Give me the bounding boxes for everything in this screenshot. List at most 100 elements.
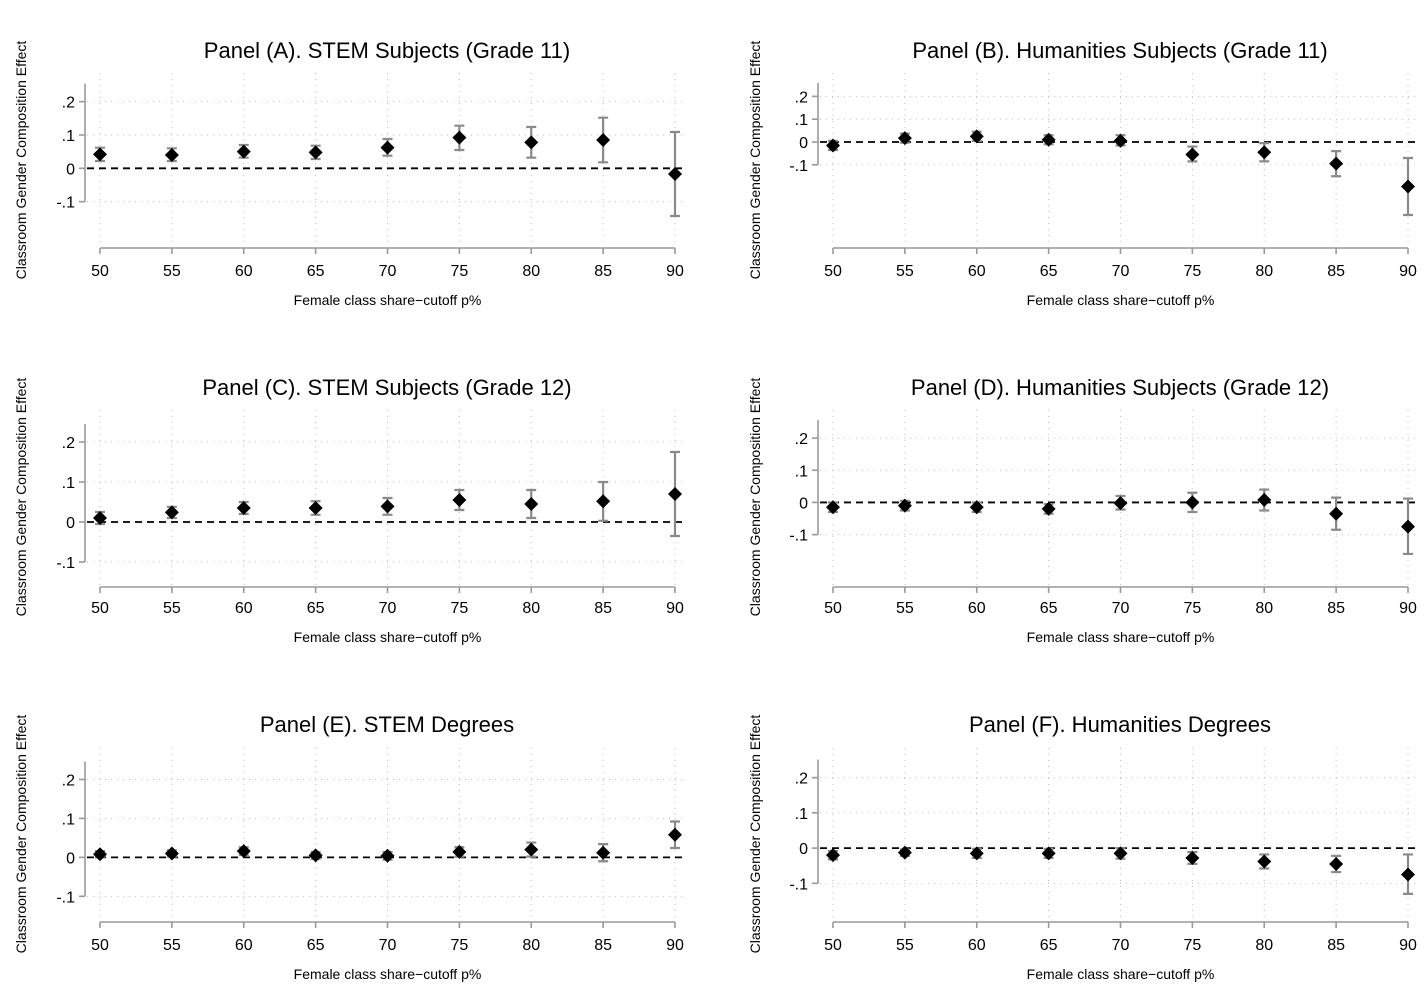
x-tick-label: 60 [968, 937, 986, 954]
y-tick-label: -.1 [789, 158, 808, 175]
y-tick-label: .1 [62, 811, 75, 828]
point-estimate [1113, 846, 1128, 861]
y-tick-label: 0 [799, 495, 808, 512]
y-tick-label: .2 [62, 435, 75, 452]
x-tick-label: 85 [1327, 600, 1345, 617]
point-estimate [236, 844, 251, 859]
x-tick-label: 50 [91, 263, 109, 280]
panel-c: -.1 0 .1 .2 50 55 60 65 70 75 80 85 90 Panel (C). STE… [13, 375, 685, 645]
x-tick-label: 90 [666, 937, 684, 954]
point-estimate [1257, 854, 1272, 869]
point-estimate [1401, 179, 1415, 194]
y-tick-label: .2 [62, 772, 75, 789]
x-tick-label: 55 [896, 263, 914, 280]
point-estimate [452, 844, 467, 859]
panel-title: Panel (F). Humanities Degrees [969, 712, 1271, 737]
point-estimate [308, 848, 323, 863]
panel-b: -.1 0 .1 .2 50 55 60 65 70 75 80 85 90 Panel (B). Hum… [747, 38, 1418, 308]
panel-title: Panel (E). STEM Degrees [260, 712, 514, 737]
x-tick-label: 50 [91, 937, 109, 954]
x-tick-label: 50 [91, 600, 109, 617]
point-estimate [596, 133, 611, 147]
y-tick-label: -.1 [789, 528, 808, 545]
x-tick-label: 60 [968, 600, 986, 617]
point-estimate [596, 494, 611, 509]
y-tick-label: .2 [795, 89, 808, 106]
x-tick-label: 70 [1112, 937, 1130, 954]
point-estimate [668, 827, 682, 842]
panel-title: Panel (A). STEM Subjects (Grade 11) [204, 38, 570, 63]
x-axis-label: Female class share−cutoff p% [294, 966, 482, 982]
y-tick-label: .1 [795, 112, 808, 129]
y-tick-label: .2 [62, 95, 75, 112]
x-tick-label: 80 [522, 937, 540, 954]
x-tick-label: 90 [1399, 937, 1417, 954]
x-tick-label: 90 [1399, 263, 1417, 280]
point-estimate [897, 845, 912, 860]
x-tick-label: 65 [307, 937, 325, 954]
point-estimate [596, 845, 611, 860]
x-tick-label: 75 [1183, 600, 1201, 617]
y-tick-label: -.1 [56, 555, 75, 572]
point-estimate [308, 501, 323, 515]
point-estimate [1257, 492, 1272, 507]
point-estimate [826, 500, 840, 515]
panel-a: -.1 0 .1 .2 50 55 60 65 70 75 80 85 90 Panel (A). STE… [13, 38, 685, 308]
y-axis-label: Classroom Gender Composition Effect [13, 378, 29, 617]
y-axis-label: Classroom Gender Composition Effect [747, 715, 763, 954]
y-tick-label: .1 [795, 463, 808, 480]
x-tick-label: 55 [896, 937, 914, 954]
x-tick-label: 85 [594, 937, 612, 954]
point-estimate [164, 505, 179, 520]
y-tick-label: .1 [795, 806, 808, 823]
x-tick-label: 55 [163, 263, 181, 280]
x-tick-label: 55 [163, 937, 181, 954]
x-tick-label: 50 [824, 937, 842, 954]
point-estimate [1401, 867, 1415, 882]
x-tick-label: 70 [379, 600, 397, 617]
x-tick-label: 75 [1183, 937, 1201, 954]
y-axis-label: Classroom Gender Composition Effect [13, 41, 29, 280]
point-estimate [1041, 132, 1056, 147]
x-axis-label: Female class share−cutoff p% [1027, 292, 1215, 308]
x-tick-label: 75 [450, 937, 468, 954]
y-tick-label: .1 [62, 128, 75, 145]
point-estimate [1329, 156, 1344, 171]
y-tick-label: 0 [799, 841, 808, 858]
point-estimate [1113, 133, 1128, 148]
y-tick-label: -.1 [789, 876, 808, 893]
point-estimate [524, 135, 539, 150]
x-tick-label: 65 [1040, 263, 1058, 280]
point-estimate [236, 144, 251, 159]
y-tick-label: -.1 [56, 195, 75, 212]
x-axis-label: Female class share−cutoff p% [294, 292, 482, 308]
point-estimate [1041, 501, 1056, 516]
point-estimate [668, 167, 682, 181]
point-estimate [1185, 850, 1200, 865]
x-tick-label: 55 [163, 600, 181, 617]
panel-title: Panel (D). Humanities Subjects (Grade 12… [911, 375, 1329, 400]
y-tick-label: .1 [62, 475, 75, 492]
y-tick-label: 0 [66, 161, 75, 178]
y-tick-label: .2 [795, 771, 808, 788]
x-tick-label: 80 [522, 263, 540, 280]
panel-title: Panel (B). Humanities Subjects (Grade 11… [912, 38, 1327, 63]
x-axis-label: Female class share−cutoff p% [294, 629, 482, 645]
x-tick-label: 55 [896, 600, 914, 617]
x-tick-label: 70 [1112, 600, 1130, 617]
x-tick-label: 65 [307, 600, 325, 617]
x-tick-label: 75 [450, 263, 468, 280]
x-tick-label: 65 [1040, 600, 1058, 617]
y-axis-label: Classroom Gender Composition Effect [747, 41, 763, 280]
y-tick-label: 0 [66, 850, 75, 867]
panel-e: -.1 0 .1 .2 50 55 60 65 70 75 80 85 90 Panel (E). STE… [13, 712, 685, 982]
x-tick-label: 60 [968, 263, 986, 280]
x-axis-label: Female class share−cutoff p% [1027, 629, 1215, 645]
x-tick-label: 70 [379, 263, 397, 280]
point-estimate [380, 499, 395, 514]
panel-f: -.1 0 .1 .2 50 55 60 65 70 75 80 85 90 Panel (F). Hum… [747, 712, 1418, 982]
point-estimate [93, 847, 107, 862]
x-tick-label: 85 [594, 263, 612, 280]
x-tick-label: 80 [522, 600, 540, 617]
